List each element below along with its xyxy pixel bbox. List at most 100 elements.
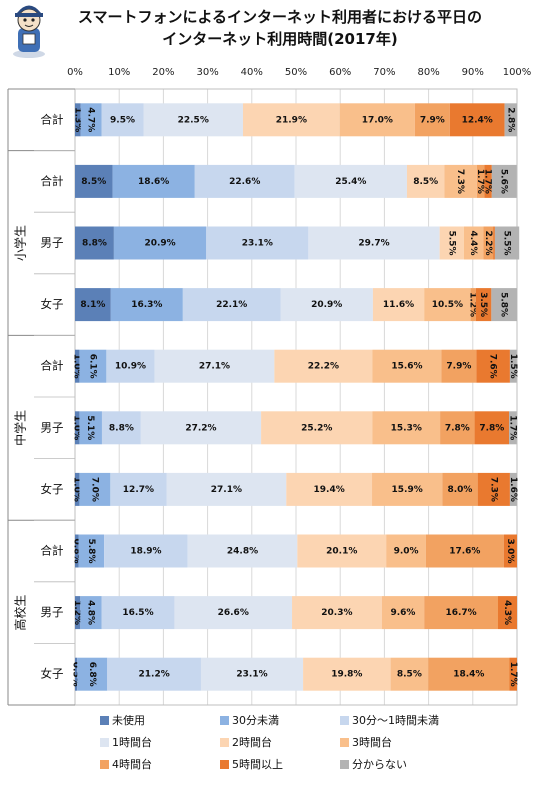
bar-segment bbox=[444, 164, 477, 198]
data-label: 1.7% bbox=[508, 662, 518, 687]
data-label: 6.1% bbox=[87, 354, 97, 379]
data-label: 7.8% bbox=[479, 423, 504, 433]
bar-segment bbox=[75, 226, 114, 260]
chart-title-line-2: インターネット利用時間(2017年) bbox=[162, 30, 398, 48]
bar-segment bbox=[509, 411, 517, 445]
bar-segment bbox=[75, 657, 78, 691]
data-label: 20.3% bbox=[321, 608, 352, 618]
data-label: 2.8% bbox=[505, 107, 515, 132]
bar-segment bbox=[504, 103, 517, 137]
legend-item: 5時間以上 bbox=[220, 758, 283, 772]
legend-label: 1時間台 bbox=[112, 736, 152, 749]
bar-segment bbox=[75, 534, 79, 568]
bar-segment bbox=[476, 349, 510, 383]
data-label: 21.9% bbox=[276, 115, 307, 125]
data-label: 18.6% bbox=[138, 177, 169, 187]
bar-segment bbox=[292, 596, 382, 630]
data-label: 21.2% bbox=[139, 670, 170, 680]
data-label: 1.5% bbox=[508, 354, 518, 379]
data-label: 4.4% bbox=[468, 231, 478, 256]
data-label: 1.6% bbox=[508, 477, 518, 502]
bar-segment bbox=[106, 349, 155, 383]
x-tick-label: 60% bbox=[329, 67, 351, 78]
data-label: 5.8% bbox=[86, 539, 96, 564]
category-label: 合計 bbox=[41, 359, 64, 373]
bar-segment bbox=[509, 472, 517, 506]
legend-swatch bbox=[340, 716, 349, 725]
data-label: 7.9% bbox=[420, 115, 445, 125]
legend-item: 3時間台 bbox=[340, 736, 392, 750]
x-tick-label: 10% bbox=[108, 67, 130, 78]
bar-segment bbox=[372, 472, 443, 506]
bar-segment bbox=[308, 226, 440, 260]
bar-segment bbox=[274, 349, 373, 383]
x-tick-label: 0% bbox=[67, 67, 83, 78]
bar-segment bbox=[475, 288, 492, 322]
bar-segment bbox=[503, 534, 517, 568]
legend-label: 30分未満 bbox=[232, 714, 279, 727]
data-label: 1.2% bbox=[72, 600, 82, 625]
bar-segment bbox=[286, 472, 373, 506]
data-label: 7.8% bbox=[445, 423, 470, 433]
bar-segment bbox=[424, 288, 471, 322]
bar-segment bbox=[194, 164, 295, 198]
chart-title-line-1: スマートフォンによるインターネット利用者における平日の bbox=[77, 8, 483, 26]
bar-segment bbox=[78, 534, 105, 568]
bar-segment bbox=[491, 288, 517, 322]
bar-segment bbox=[497, 596, 517, 630]
data-label: 18.4% bbox=[453, 670, 484, 680]
bar-segment bbox=[428, 657, 510, 691]
bar-segment bbox=[75, 288, 111, 322]
data-label: 4.8% bbox=[85, 600, 95, 625]
data-label: 5.8% bbox=[499, 292, 509, 317]
legend-label: 2時間台 bbox=[232, 736, 272, 749]
bar-segment bbox=[414, 103, 450, 137]
bar-segment bbox=[79, 472, 111, 506]
bar-segment bbox=[79, 349, 107, 383]
data-label: 16.5% bbox=[122, 608, 153, 618]
bar-segment bbox=[381, 596, 425, 630]
data-label: 27.1% bbox=[211, 485, 242, 495]
legend-swatch bbox=[340, 738, 349, 747]
bar-segment bbox=[463, 226, 484, 260]
data-label: 1.0% bbox=[72, 415, 82, 440]
bar-segment bbox=[441, 349, 477, 383]
data-label: 29.7% bbox=[358, 239, 389, 249]
data-label: 17.0% bbox=[362, 115, 393, 125]
bar-segment bbox=[386, 534, 426, 568]
data-label: 22.1% bbox=[216, 300, 247, 310]
legend-swatch bbox=[100, 760, 109, 769]
data-label: 20.9% bbox=[311, 300, 342, 310]
data-label: 5.5% bbox=[446, 231, 456, 256]
data-label: 6.8% bbox=[87, 662, 97, 687]
bar-segment bbox=[470, 288, 476, 322]
bar-segment bbox=[154, 349, 275, 383]
bar-segment bbox=[80, 103, 102, 137]
group-label: 高校生 bbox=[13, 595, 28, 631]
legend-item: 4時間台 bbox=[100, 758, 152, 772]
data-label: 27.1% bbox=[199, 362, 230, 372]
bar-segment bbox=[372, 349, 442, 383]
bar-segment bbox=[101, 411, 141, 445]
data-label: 1.0% bbox=[72, 477, 82, 502]
data-label: 12.4% bbox=[462, 115, 493, 125]
data-label: 7.0% bbox=[89, 477, 99, 502]
category-label: 合計 bbox=[41, 112, 64, 126]
data-label: 5.1% bbox=[85, 415, 95, 440]
x-tick-label: 100% bbox=[503, 67, 532, 78]
bar-segment bbox=[442, 472, 478, 506]
bar-segment bbox=[140, 411, 262, 445]
bar-segment bbox=[280, 288, 373, 322]
bar-segment bbox=[166, 472, 287, 506]
x-tick-label: 30% bbox=[196, 67, 218, 78]
bar-segment bbox=[143, 103, 243, 137]
data-label: 22.6% bbox=[229, 177, 260, 187]
x-tick-label: 50% bbox=[285, 67, 307, 78]
legend-label: 分からない bbox=[352, 758, 407, 771]
legend-label: 未使用 bbox=[112, 714, 145, 727]
bar-segment bbox=[104, 534, 188, 568]
data-label: 20.1% bbox=[326, 547, 357, 557]
data-label: 23.1% bbox=[242, 239, 273, 249]
data-label: 9.5% bbox=[110, 115, 135, 125]
bar-segment bbox=[113, 226, 207, 260]
